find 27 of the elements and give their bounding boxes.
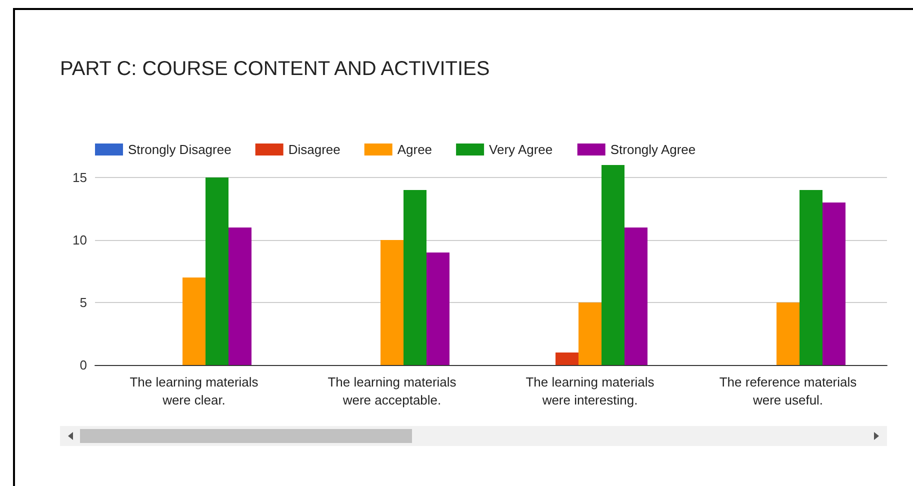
bar xyxy=(578,302,602,365)
bar xyxy=(800,190,822,365)
bar xyxy=(776,302,800,365)
bar xyxy=(182,278,206,365)
x-tick-label: The learning materials were interesting. xyxy=(526,374,655,408)
legend-label: Agree xyxy=(397,142,432,157)
y-tick-label: 0 xyxy=(80,358,87,372)
legend-label: Very Agree xyxy=(489,142,553,157)
legend-label: Strongly Agree xyxy=(610,142,696,157)
chart-title: PART C: COURSE CONTENT AND ACTIVITIES xyxy=(60,58,490,81)
bar xyxy=(206,178,228,365)
x-tick-label: The learning materials were clear. xyxy=(130,374,259,408)
bar xyxy=(822,202,846,365)
x-tick-label: The learning materials were acceptable. xyxy=(328,374,457,408)
bar xyxy=(602,165,624,365)
bar xyxy=(556,352,578,365)
legend-label: Disagree xyxy=(288,142,340,157)
legend-label: Strongly Disagree xyxy=(128,142,232,157)
y-tick-label: 15 xyxy=(72,170,87,185)
bar xyxy=(426,252,450,365)
y-tick-label: 10 xyxy=(72,232,87,248)
bar xyxy=(624,228,648,365)
bar xyxy=(228,228,252,365)
bar xyxy=(404,190,426,365)
x-tick-label: The reference materials were useful. xyxy=(719,374,858,408)
y-tick-label: 5 xyxy=(80,295,87,310)
bar xyxy=(380,240,404,365)
